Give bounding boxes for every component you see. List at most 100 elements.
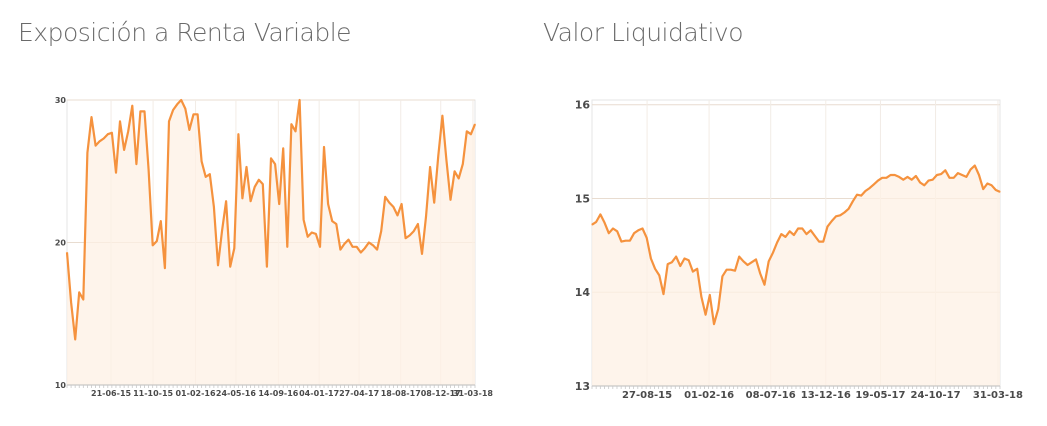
data-point bbox=[368, 241, 370, 244]
data-point bbox=[679, 265, 681, 267]
data-point bbox=[405, 237, 407, 239]
data-point bbox=[705, 314, 707, 316]
data-point bbox=[747, 264, 749, 266]
data-point bbox=[192, 113, 195, 115]
data-point bbox=[940, 173, 942, 175]
data-point bbox=[156, 240, 158, 242]
data-point bbox=[380, 230, 382, 232]
data-point bbox=[417, 223, 419, 225]
data-point bbox=[217, 264, 219, 266]
data-point bbox=[441, 115, 443, 117]
data-point bbox=[637, 229, 639, 231]
data-point bbox=[591, 224, 593, 226]
y-tick-label: 20 bbox=[55, 238, 67, 247]
data-point bbox=[822, 241, 824, 243]
data-point bbox=[721, 275, 724, 277]
data-point bbox=[143, 110, 146, 112]
data-point bbox=[801, 227, 803, 230]
y-tick-label: 14 bbox=[575, 286, 591, 299]
data-point bbox=[347, 239, 350, 241]
data-point bbox=[429, 166, 431, 168]
x-tick-label: 11-10-15 bbox=[133, 389, 173, 398]
x-tick-label: 24-05-16 bbox=[216, 389, 256, 398]
data-point bbox=[294, 130, 297, 132]
data-point bbox=[290, 123, 292, 125]
data-point bbox=[286, 246, 288, 248]
x-tick-label: 14-09-16 bbox=[258, 389, 298, 398]
data-point bbox=[254, 186, 256, 188]
data-point bbox=[86, 152, 88, 154]
data-point bbox=[74, 338, 76, 340]
y-tick-label: 16 bbox=[575, 99, 591, 112]
data-point bbox=[303, 219, 305, 221]
data-point bbox=[915, 175, 917, 177]
data-point bbox=[608, 232, 610, 234]
x-tick-label: 19-05-17 bbox=[855, 390, 905, 401]
data-point bbox=[225, 200, 227, 202]
data-point bbox=[869, 187, 871, 189]
data-point bbox=[667, 263, 669, 265]
data-point bbox=[978, 174, 980, 176]
data-point bbox=[401, 203, 403, 205]
data-point bbox=[805, 233, 808, 235]
data-point bbox=[445, 159, 447, 161]
data-point bbox=[633, 232, 635, 234]
data-point bbox=[454, 170, 456, 172]
data-point bbox=[864, 190, 867, 192]
data-point bbox=[188, 129, 190, 131]
data-point bbox=[726, 269, 728, 271]
x-tick-label: 27-04-17 bbox=[339, 389, 379, 398]
data-point bbox=[936, 174, 938, 176]
data-point bbox=[835, 215, 837, 217]
data-point bbox=[683, 257, 686, 260]
x-tick-label: 24-10-17 bbox=[911, 390, 961, 401]
data-point bbox=[172, 109, 174, 111]
data-point bbox=[961, 174, 963, 176]
data-point bbox=[991, 184, 993, 186]
data-point bbox=[221, 230, 223, 232]
data-point bbox=[911, 179, 913, 181]
data-point bbox=[474, 123, 476, 125]
data-point bbox=[974, 165, 976, 167]
data-point bbox=[953, 177, 955, 179]
y-tick-label: 30 bbox=[55, 96, 67, 105]
data-point bbox=[688, 259, 690, 261]
data-point bbox=[299, 99, 301, 101]
data-point bbox=[810, 229, 812, 231]
data-point bbox=[119, 120, 121, 122]
data-point bbox=[650, 257, 652, 260]
data-point bbox=[970, 168, 972, 170]
data-point bbox=[902, 179, 904, 181]
x-tick-label: 31-03-18 bbox=[453, 389, 493, 398]
data-point bbox=[612, 227, 614, 230]
x-tick-label: 01-02-16 bbox=[175, 389, 215, 398]
data-point bbox=[213, 206, 215, 208]
data-point bbox=[99, 140, 101, 142]
data-point bbox=[625, 240, 627, 242]
data-point bbox=[331, 220, 333, 222]
x-tick-label: 18-08-17 bbox=[381, 389, 421, 398]
data-point bbox=[127, 130, 129, 132]
data-point bbox=[90, 116, 93, 118]
series-area bbox=[67, 100, 475, 385]
data-point bbox=[409, 234, 411, 236]
x-tick-label: 31-03-18 bbox=[973, 390, 1023, 401]
data-point bbox=[103, 137, 105, 140]
data-point bbox=[180, 99, 182, 101]
data-point bbox=[339, 249, 341, 251]
data-point bbox=[839, 214, 841, 216]
data-point bbox=[78, 291, 80, 293]
x-tick-label: 08-12-17 bbox=[421, 389, 461, 398]
y-tick-label: 13 bbox=[575, 380, 590, 393]
data-point bbox=[229, 266, 231, 268]
data-point bbox=[646, 237, 648, 239]
data-point bbox=[944, 169, 946, 171]
data-point bbox=[66, 251, 68, 254]
data-point bbox=[433, 202, 435, 204]
data-point bbox=[274, 163, 276, 165]
data-point bbox=[107, 133, 109, 135]
data-point bbox=[999, 191, 1001, 193]
data-point bbox=[604, 222, 606, 224]
data-point bbox=[763, 284, 766, 286]
data-point bbox=[675, 256, 677, 258]
